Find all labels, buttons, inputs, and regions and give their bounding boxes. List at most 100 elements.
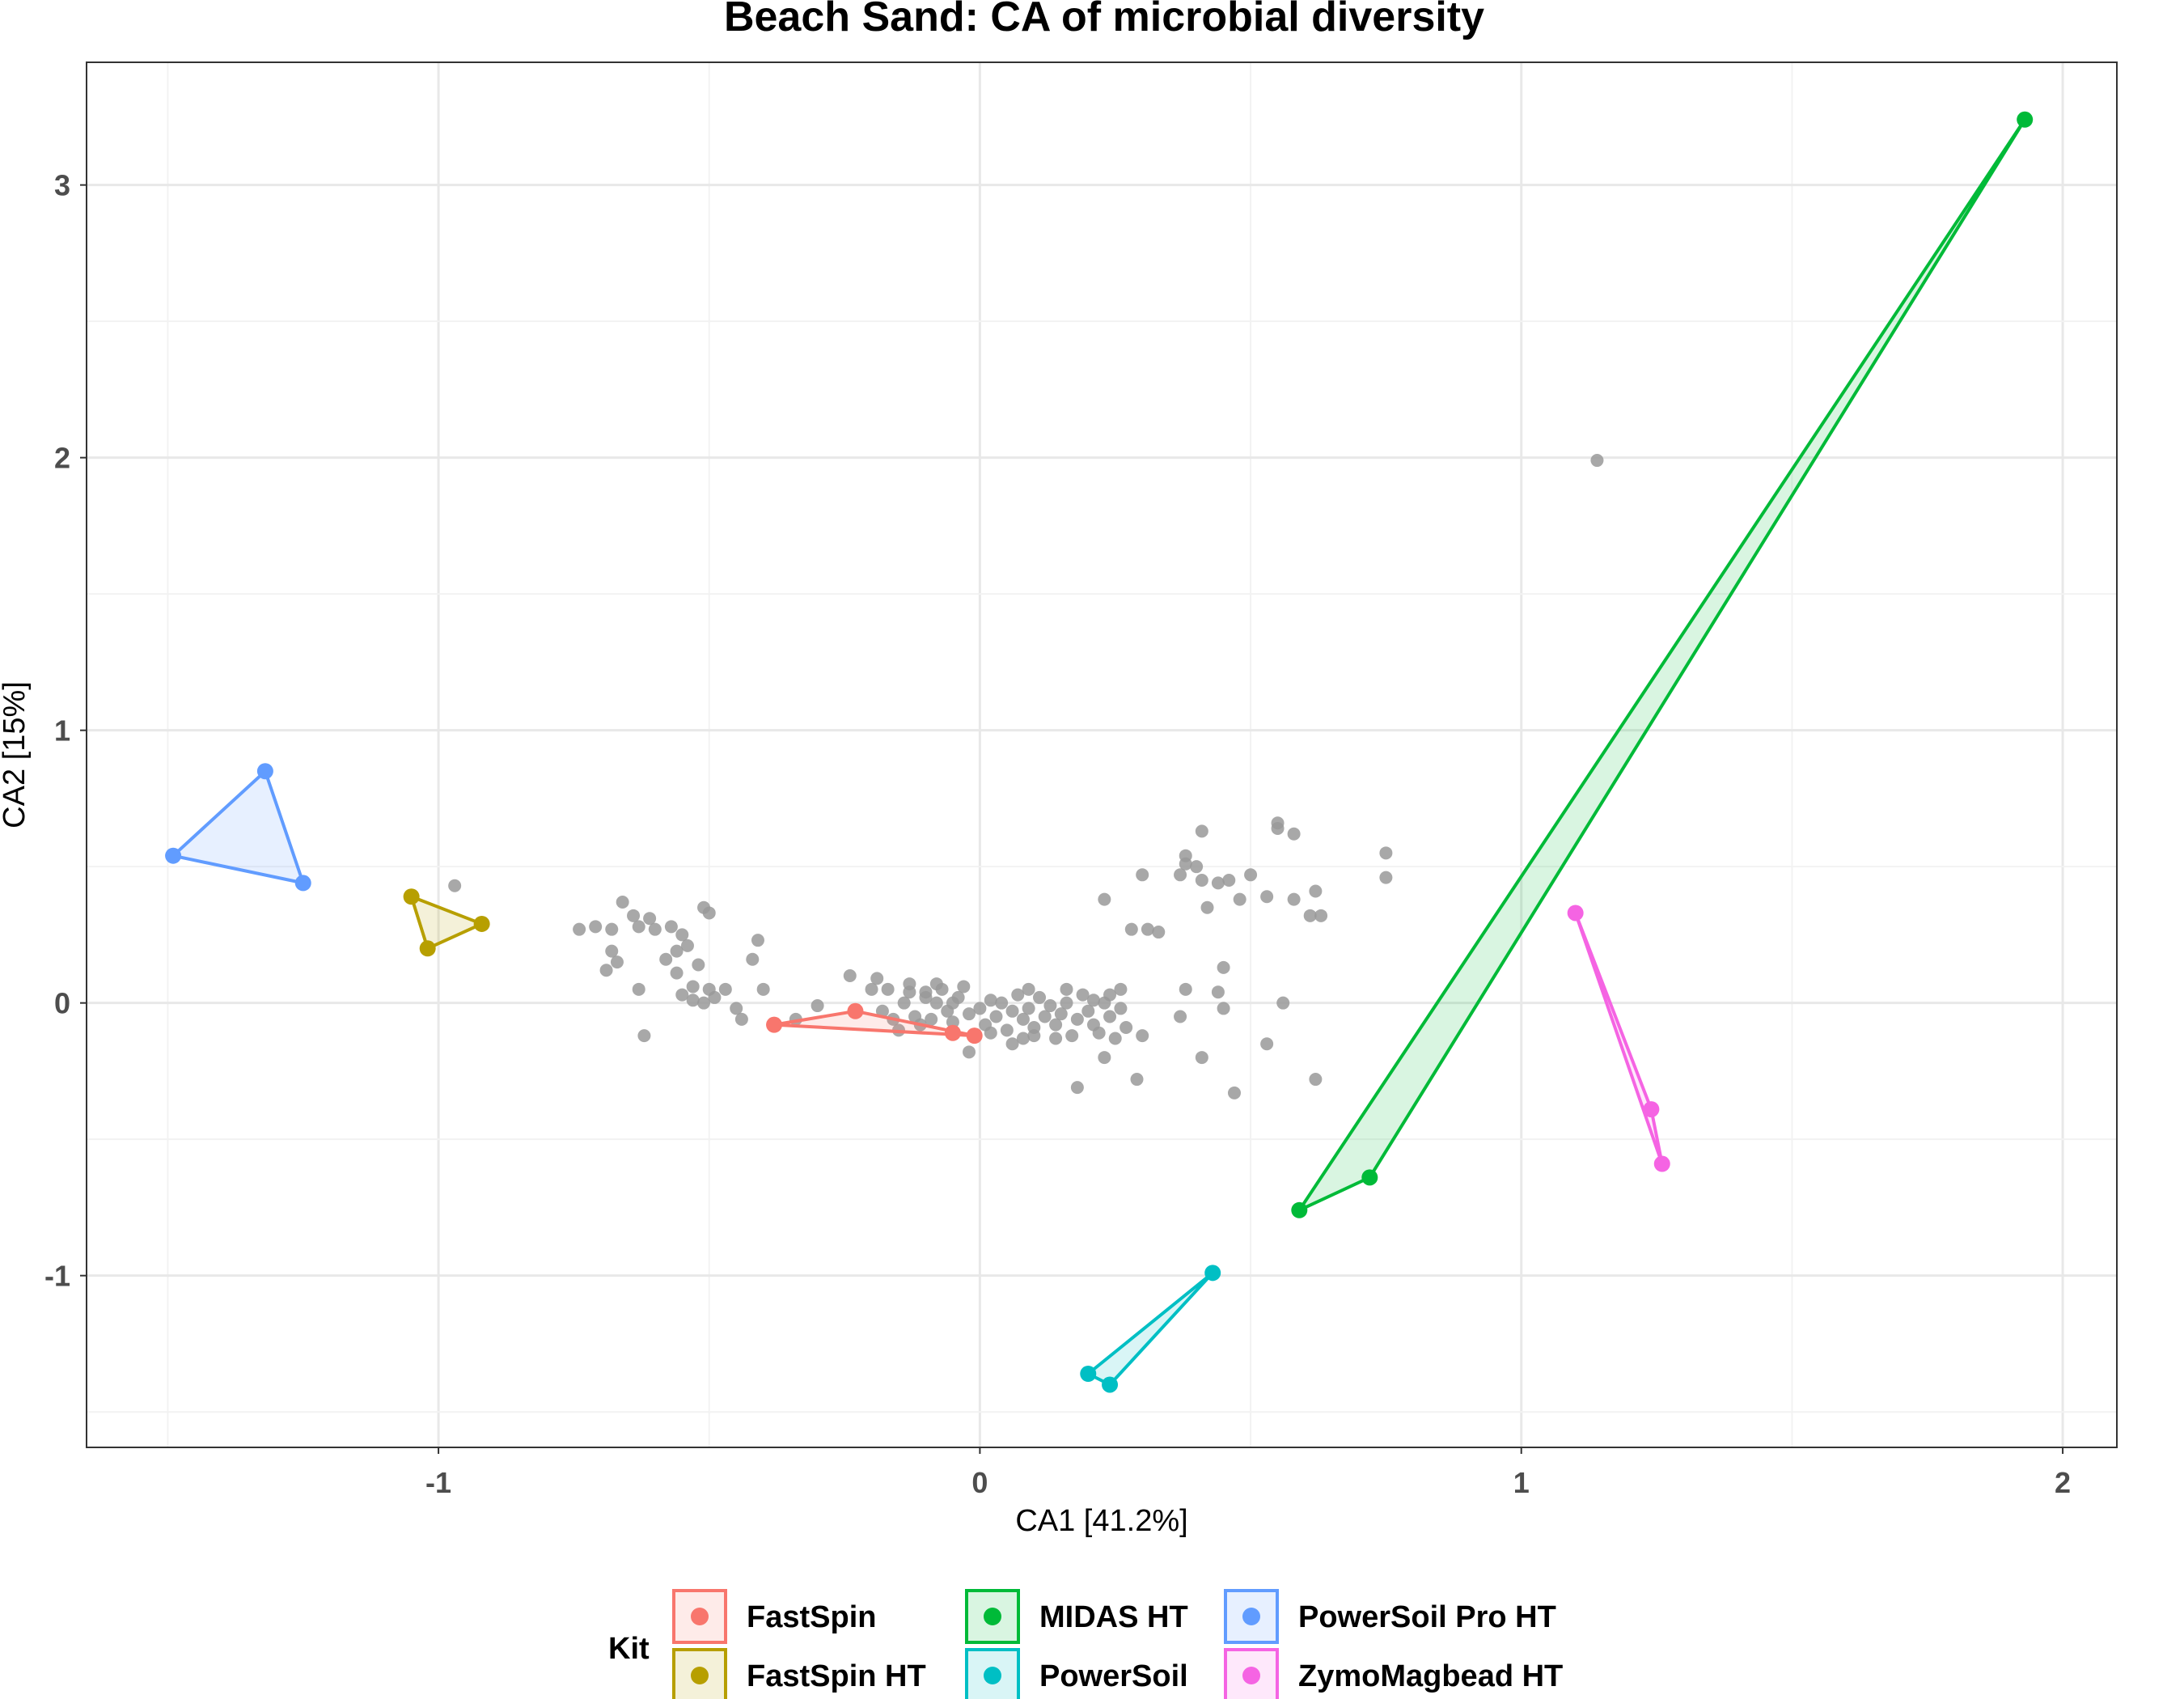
taxon-point bbox=[1244, 868, 1258, 882]
taxon-point bbox=[637, 1029, 651, 1043]
chart-title: Beach Sand: CA of microbial diversity bbox=[724, 0, 1484, 40]
y-tick-label: 3 bbox=[54, 169, 70, 202]
taxon-point bbox=[675, 928, 689, 942]
taxon-point bbox=[1049, 1032, 1063, 1045]
taxon-point bbox=[686, 994, 700, 1007]
taxon-point bbox=[1136, 868, 1149, 882]
point-midas-ht bbox=[1291, 1201, 1308, 1218]
taxon-point bbox=[1108, 1032, 1122, 1045]
x-axis-title: CA1 [41.2%] bbox=[1015, 1504, 1187, 1538]
legend-item-powersoil-pro-ht: PowerSoil Pro HT bbox=[1224, 1589, 1556, 1644]
point-powersoil bbox=[1204, 1265, 1221, 1282]
grid-lines bbox=[87, 62, 2117, 1447]
taxon-point bbox=[1211, 876, 1225, 890]
taxon-point bbox=[664, 920, 678, 934]
hull-midas-ht bbox=[1297, 117, 2027, 1212]
taxon-point bbox=[589, 920, 603, 934]
taxon-point bbox=[605, 922, 619, 936]
taxon-point bbox=[1038, 1010, 1052, 1023]
taxon-point bbox=[811, 999, 824, 1013]
taxon-point bbox=[730, 1002, 743, 1015]
x-tick-label: -1 bbox=[425, 1466, 451, 1499]
taxon-point bbox=[1070, 1081, 1084, 1095]
legend-item-powersoil: PowerSoil bbox=[965, 1648, 1188, 1699]
taxon-point bbox=[1005, 1037, 1019, 1051]
point-midas-ht bbox=[1361, 1169, 1378, 1186]
point-powersoil-pro-ht bbox=[165, 847, 182, 864]
taxon-point bbox=[1141, 922, 1154, 936]
taxon-point bbox=[989, 1010, 1003, 1023]
taxon-point bbox=[1114, 982, 1128, 996]
taxon-point bbox=[1276, 996, 1290, 1010]
taxon-point bbox=[1060, 996, 1073, 1010]
taxon-point bbox=[957, 980, 971, 994]
taxon-point bbox=[1233, 892, 1246, 906]
legend: Kit FastSpin FastSpin HT MIDAS HT PowerSoil… bbox=[608, 1589, 1563, 1699]
hull-zymomagbead-ht bbox=[1573, 911, 1664, 1166]
taxon-point bbox=[643, 912, 657, 926]
taxon-point bbox=[1174, 1010, 1187, 1023]
legend-label: MIDAS HT bbox=[1039, 1600, 1188, 1634]
taxon-point bbox=[1303, 909, 1317, 922]
y-axis-ticks: -1 0 1 2 3 bbox=[44, 169, 87, 1293]
taxon-point bbox=[1179, 982, 1192, 996]
taxon-point bbox=[903, 977, 916, 991]
taxon-point bbox=[1222, 874, 1236, 888]
taxon-point bbox=[870, 972, 884, 985]
y-tick-label: 2 bbox=[54, 442, 70, 475]
taxon-point bbox=[599, 964, 613, 977]
legend-label: PowerSoil bbox=[1039, 1659, 1188, 1693]
point-fastspin-ht bbox=[473, 915, 490, 932]
y-tick-label: 0 bbox=[54, 987, 70, 1020]
taxon-point bbox=[675, 988, 689, 1002]
taxon-point bbox=[929, 977, 943, 991]
hull-powersoil bbox=[1086, 1271, 1215, 1387]
taxon-point bbox=[1130, 1073, 1144, 1087]
taxon-point bbox=[919, 985, 933, 999]
taxon-point bbox=[1195, 1051, 1208, 1065]
taxon-point bbox=[1092, 1026, 1106, 1040]
y-tick-label: -1 bbox=[44, 1260, 70, 1293]
x-tick-label: 2 bbox=[2055, 1466, 2071, 1499]
kit-points bbox=[165, 111, 2034, 1393]
taxon-point bbox=[702, 906, 716, 920]
taxon-point bbox=[1195, 874, 1208, 888]
taxon-point bbox=[1217, 960, 1230, 974]
taxon-point bbox=[605, 944, 619, 958]
taxon-point bbox=[973, 1002, 987, 1015]
taxon-point bbox=[1027, 1029, 1041, 1043]
taxon-point bbox=[881, 982, 895, 996]
taxon-point bbox=[1065, 1029, 1079, 1043]
taxon-point bbox=[697, 996, 711, 1010]
taxa-points bbox=[448, 454, 1604, 1099]
taxon-point bbox=[670, 966, 684, 980]
taxon-point bbox=[843, 968, 857, 982]
taxon-point bbox=[1000, 1023, 1014, 1037]
taxon-point bbox=[995, 996, 1009, 1010]
point-powersoil bbox=[1080, 1366, 1097, 1383]
point-fastspin bbox=[847, 1002, 864, 1019]
taxon-point bbox=[1179, 857, 1192, 871]
taxon-point bbox=[1314, 909, 1328, 922]
point-midas-ht bbox=[2017, 111, 2034, 128]
taxon-point bbox=[1217, 1002, 1230, 1015]
legend-item-fastspin: FastSpin bbox=[672, 1589, 876, 1644]
taxon-point bbox=[1033, 990, 1047, 1004]
legend-key-point bbox=[1242, 1608, 1260, 1625]
taxon-point bbox=[1152, 926, 1166, 939]
taxon-point bbox=[1022, 982, 1035, 996]
legend-label: FastSpin HT bbox=[747, 1659, 926, 1693]
taxon-point bbox=[1081, 1004, 1095, 1018]
taxon-point bbox=[1098, 1051, 1111, 1065]
legend-label: ZymoMagbead HT bbox=[1298, 1659, 1563, 1693]
taxon-point bbox=[963, 1007, 976, 1021]
legend-key-point bbox=[984, 1667, 1001, 1684]
taxon-point bbox=[865, 982, 878, 996]
taxon-point bbox=[616, 895, 629, 909]
taxon-point bbox=[1124, 922, 1138, 936]
taxon-point bbox=[610, 955, 624, 969]
taxon-point bbox=[1054, 1007, 1068, 1021]
taxon-point bbox=[1005, 1004, 1019, 1018]
point-fastspin bbox=[944, 1024, 961, 1041]
